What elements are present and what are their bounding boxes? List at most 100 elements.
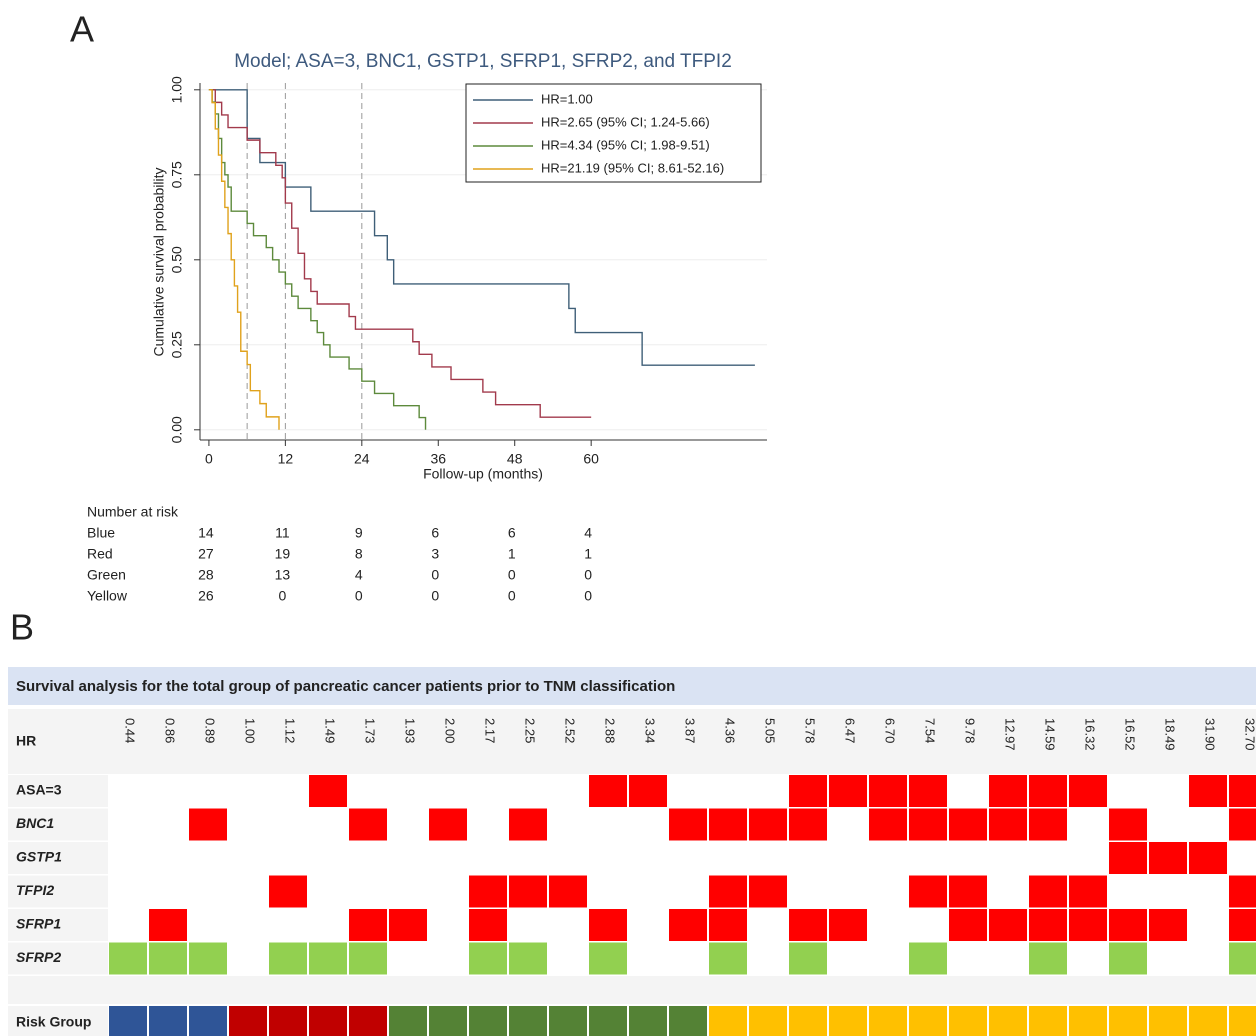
- marker-cell: [509, 808, 547, 841]
- marker-cell: [1229, 942, 1256, 975]
- risk-group-cell: [1109, 1006, 1147, 1036]
- hr-value: 6.47: [843, 718, 858, 743]
- hr-value: 18.49: [1163, 718, 1178, 751]
- marker-cell: [389, 875, 427, 908]
- marker-cell: [109, 775, 147, 807]
- survival-curve: [208, 89, 427, 430]
- x-tick-label: 24: [354, 451, 370, 467]
- legend-label: HR=1.00: [541, 91, 593, 106]
- row-label: Risk Group: [16, 1014, 91, 1030]
- marker-cell: [1109, 775, 1147, 807]
- marker-cell: [629, 942, 667, 975]
- risk-row-label: Blue: [87, 525, 115, 541]
- marker-cell: [469, 808, 507, 841]
- marker-cell: [829, 875, 867, 908]
- marker-cell: [589, 775, 627, 807]
- marker-cell: [1189, 808, 1227, 841]
- risk-count: 0: [508, 567, 516, 583]
- marker-cell: [509, 942, 547, 975]
- risk-group-cell: [789, 1006, 827, 1036]
- risk-group-cell: [989, 1006, 1027, 1036]
- marker-cell: [1069, 775, 1107, 807]
- marker-cell: [1229, 909, 1256, 941]
- marker-cell: [749, 942, 787, 975]
- marker-cell: [669, 909, 707, 941]
- marker-cell: [149, 942, 187, 975]
- marker-cell: [789, 842, 827, 874]
- risk-group-cell: [629, 1006, 667, 1036]
- risk-count: 0: [584, 567, 592, 583]
- marker-cell: [1189, 842, 1227, 874]
- legend-label: HR=2.65 (95% CI; 1.24-5.66): [541, 114, 710, 129]
- marker-cell: [389, 942, 427, 975]
- risk-group-cell: [509, 1006, 547, 1036]
- marker-cell: [749, 909, 787, 941]
- marker-cell: [149, 808, 187, 841]
- marker-cell: [629, 875, 667, 908]
- marker-cell: [749, 842, 787, 874]
- marker-cell: [589, 942, 627, 975]
- marker-cell: [309, 775, 347, 807]
- risk-count: 0: [355, 588, 363, 604]
- marker-cell: [469, 875, 507, 908]
- marker-cell: [269, 808, 307, 841]
- x-tick-label: 12: [278, 451, 294, 467]
- row-label: ASA=3: [16, 782, 62, 798]
- marker-cell: [949, 775, 987, 807]
- hr-value: 0.86: [163, 718, 178, 743]
- marker-cell: [349, 942, 387, 975]
- marker-cell: [429, 842, 467, 874]
- marker-cell: [1069, 842, 1107, 874]
- row-label-bg: [8, 909, 108, 941]
- risk-group-cell: [869, 1006, 907, 1036]
- marker-cell: [1109, 875, 1147, 908]
- marker-cell: [1029, 942, 1067, 975]
- risk-group-cell: [349, 1006, 387, 1036]
- marker-cell: [269, 942, 307, 975]
- marker-cell: [629, 909, 667, 941]
- risk-group-cell: [189, 1006, 227, 1036]
- legend-label: HR=21.19 (95% CI; 8.61-52.16): [541, 160, 724, 175]
- header-row-bg: [8, 709, 1256, 774]
- marker-cell: [1149, 842, 1187, 874]
- marker-cell: [469, 842, 507, 874]
- marker-cell: [389, 909, 427, 941]
- marker-cell: [1109, 942, 1147, 975]
- marker-cell: [229, 909, 267, 941]
- risk-count: 0: [508, 588, 516, 604]
- marker-cell: [669, 875, 707, 908]
- risk-row-label: Yellow: [87, 588, 128, 604]
- marker-cell: [789, 875, 827, 908]
- risk-count: 1: [584, 546, 592, 562]
- risk-group-cell: [1069, 1006, 1107, 1036]
- marker-cell: [829, 808, 867, 841]
- marker-cell: [509, 842, 547, 874]
- marker-cell: [1189, 875, 1227, 908]
- marker-cell: [349, 775, 387, 807]
- marker-cell: [949, 909, 987, 941]
- marker-cell: [709, 808, 747, 841]
- row-label-bg: [8, 1006, 108, 1036]
- marker-cell: [1029, 909, 1067, 941]
- marker-cell: [1189, 775, 1227, 807]
- x-tick-label: 60: [583, 451, 599, 467]
- marker-cell: [829, 842, 867, 874]
- risk-group-cell: [389, 1006, 427, 1036]
- marker-cell: [549, 909, 587, 941]
- marker-cell: [429, 808, 467, 841]
- risk-group-cell: [589, 1006, 627, 1036]
- marker-cell: [989, 909, 1027, 941]
- hr-value: 1.49: [323, 718, 338, 743]
- risk-group-cell: [1189, 1006, 1227, 1036]
- x-tick-label: 48: [507, 451, 523, 467]
- marker-cell: [309, 842, 347, 874]
- risk-group-cell: [829, 1006, 867, 1036]
- marker-cell: [1029, 808, 1067, 841]
- marker-cell: [1229, 775, 1256, 807]
- y-tick-label: 0.75: [169, 161, 185, 188]
- risk-group-cell: [549, 1006, 587, 1036]
- marker-cell: [549, 842, 587, 874]
- marker-cell: [469, 909, 507, 941]
- risk-group-cell: [229, 1006, 267, 1036]
